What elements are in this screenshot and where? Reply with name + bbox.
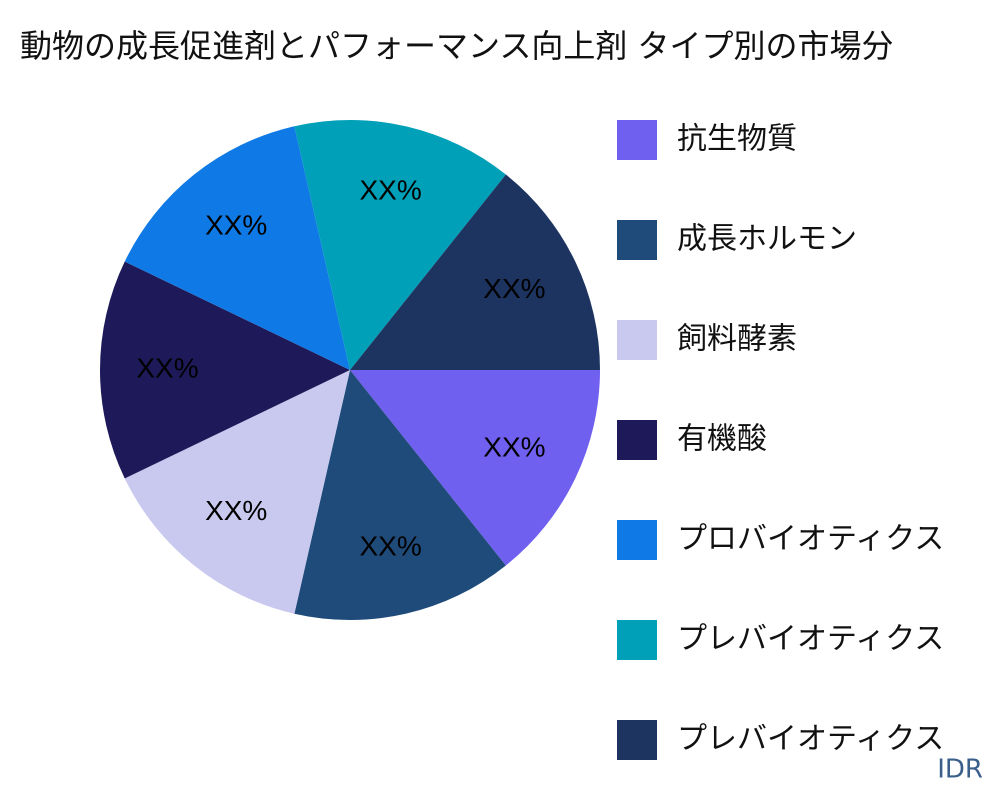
pie-slice <box>99 261 350 479</box>
watermark: IDR <box>937 755 983 785</box>
data-label: XX% <box>136 352 198 383</box>
pie-slice <box>124 370 350 614</box>
legend-swatch <box>617 420 657 460</box>
data-label: XX% <box>359 530 421 561</box>
pie-slice <box>294 370 506 621</box>
chart-title: 動物の成長促進剤とパフォーマンス向上剤 タイプ別の市場分 <box>20 27 894 65</box>
legend-swatch <box>617 620 657 660</box>
legend-swatch <box>617 120 657 160</box>
data-label: XX% <box>205 495 267 526</box>
pie-slice <box>294 119 506 370</box>
legend-swatch <box>617 520 657 560</box>
pie-slice <box>350 370 600 566</box>
legend-label: 飼料酵素 <box>677 322 797 357</box>
legend-label: プレバイオティクス <box>677 622 944 657</box>
data-label: XX% <box>359 174 421 205</box>
legend-label: 有機酸 <box>677 422 767 457</box>
legend-swatch <box>617 720 657 760</box>
pie-slice <box>124 126 350 370</box>
legend-swatch <box>617 220 657 260</box>
data-label: XX% <box>483 432 545 463</box>
legend-swatch <box>617 320 657 360</box>
pie-slice <box>350 174 600 370</box>
data-label: XX% <box>483 273 545 304</box>
legend-label: プレバイオティクス <box>677 722 944 757</box>
data-label: XX% <box>205 210 267 241</box>
legend-label: プロバイオティクス <box>677 522 944 557</box>
legend-label: 成長ホルモン <box>677 222 857 257</box>
legend-label: 抗生物質 <box>677 122 797 157</box>
